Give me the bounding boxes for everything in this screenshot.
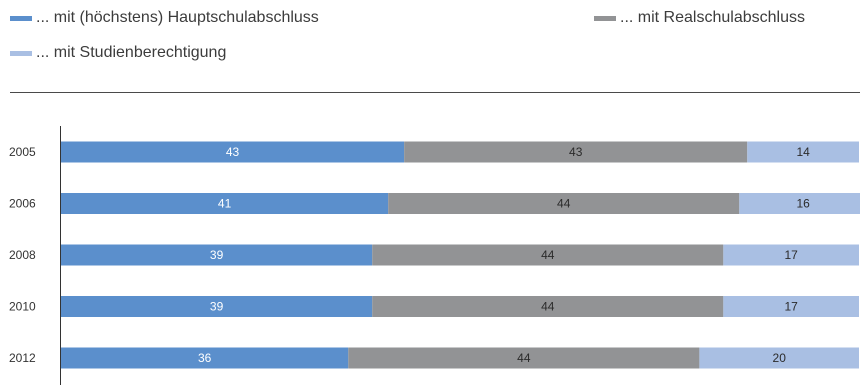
category-label: 2006 <box>9 197 36 211</box>
bar-segment <box>739 193 860 214</box>
data-label: 36 <box>198 351 212 365</box>
legend-swatch <box>10 15 32 21</box>
bar-segment <box>404 141 748 163</box>
bar-segment <box>699 347 859 369</box>
data-label: 39 <box>210 300 224 314</box>
bar-segment <box>723 296 859 317</box>
data-label: 17 <box>784 300 798 314</box>
legend-divider <box>10 92 860 93</box>
bar-segment <box>372 244 724 266</box>
data-label: 39 <box>210 248 224 262</box>
legend-item-studienberechtigung: ... mit Studienberechtigung <box>10 43 226 63</box>
bar-segment <box>372 296 724 317</box>
legend-label: ... mit Realschulabschluss <box>620 9 805 26</box>
legend-swatch <box>594 15 616 21</box>
legend-item-realschulabschluss: ... mit Realschulabschluss <box>594 8 805 28</box>
data-label: 20 <box>773 351 787 365</box>
bar-segment <box>747 141 859 163</box>
bar-segment <box>61 193 389 214</box>
legend-label: ... mit (höchstens) Hauptschulabschluss <box>36 9 319 26</box>
category-label: 2008 <box>9 248 36 262</box>
data-label: 43 <box>569 145 583 159</box>
data-label: 44 <box>517 351 531 365</box>
data-label: 17 <box>784 248 798 262</box>
category-label: 2012 <box>9 351 36 365</box>
bar-segment <box>61 296 373 317</box>
bar-segment <box>61 141 405 163</box>
legend-item-hauptschulabschluss: ... mit (höchstens) Hauptschulabschluss <box>10 8 319 28</box>
legend-swatch <box>10 50 32 56</box>
data-label: 41 <box>218 197 232 211</box>
bar-segment <box>723 244 859 266</box>
data-label: 44 <box>541 300 555 314</box>
bar-segment <box>61 244 373 266</box>
data-label: 44 <box>541 248 555 262</box>
category-label: 2010 <box>9 300 36 314</box>
data-label: 14 <box>796 145 810 159</box>
data-label: 44 <box>557 197 571 211</box>
data-label: 16 <box>796 197 810 211</box>
legend-label: ... mit Studienberechtigung <box>36 44 227 61</box>
bar-segment <box>388 193 740 214</box>
data-label: 43 <box>226 145 240 159</box>
category-label: 2005 <box>9 145 36 159</box>
bar-segment <box>348 347 700 369</box>
bar-segment <box>61 347 349 369</box>
